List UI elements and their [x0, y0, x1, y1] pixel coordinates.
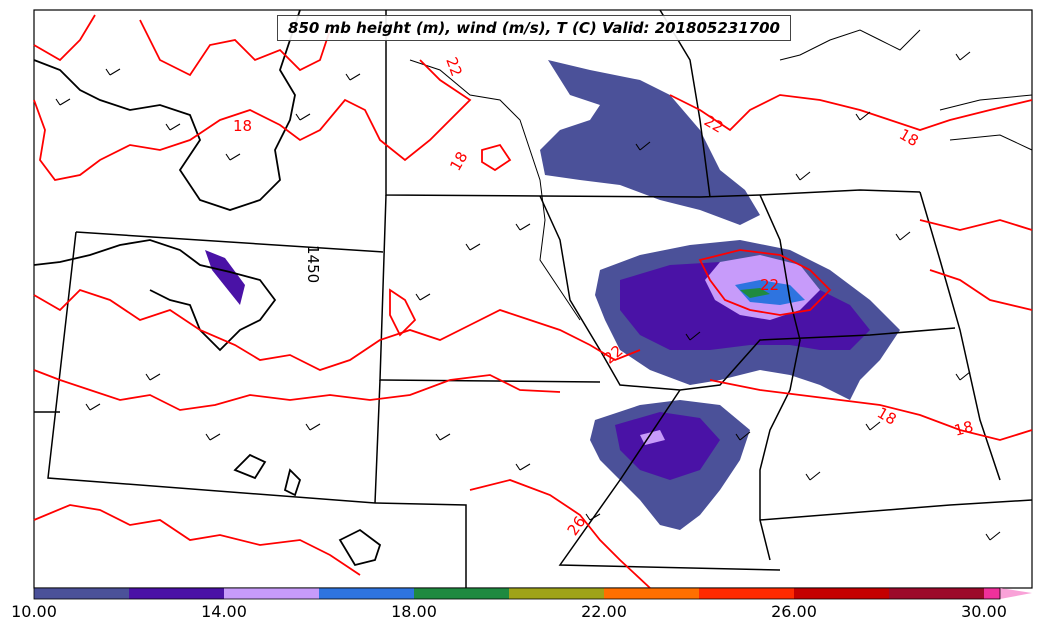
colorbar-tick-label: 10.00 [11, 602, 57, 621]
colorbar-bin [794, 588, 889, 599]
temperature-contours [33, 14, 1033, 589]
temp-label-4: 22 [442, 55, 465, 79]
map-title: 850 mb height (m), wind (m/s), T (C) Val… [277, 15, 791, 41]
precip-shading [205, 60, 900, 530]
state-boundaries [34, 9, 1033, 588]
colorbar-bin [319, 588, 414, 599]
colorbar-tick-label: 30.00 [961, 602, 1007, 621]
temp-label-1: 18 [233, 117, 252, 135]
colorbar-bin [509, 588, 604, 599]
colorbar-tick-label: 18.00 [391, 602, 437, 621]
colorbar-bin [984, 588, 1000, 599]
temp-label-7: 18 [952, 417, 975, 439]
colorbar-tick-label: 26.00 [771, 602, 817, 621]
colorbar-tick-label: 14.00 [201, 602, 247, 621]
colorbar-bin [889, 588, 984, 599]
wind-barbs [55, 51, 1001, 541]
colorbar-bin [604, 588, 699, 599]
colorbar-bin [34, 588, 129, 599]
coastlines-and-rivers [409, 29, 1033, 321]
colorbar-bin [699, 588, 794, 599]
colorbar [33, 587, 1032, 600]
colorbar-bin [414, 588, 509, 599]
colorbar-extend [1000, 588, 1032, 599]
colorbar-tick-label: 22.00 [581, 602, 627, 621]
colorbar-bin [224, 588, 319, 599]
height-label: 1450 [304, 245, 322, 283]
temp-label-10: 22 [760, 276, 779, 294]
colorbar-bin [129, 588, 224, 599]
height-contours [33, 9, 382, 567]
map-frame [33, 9, 1033, 589]
